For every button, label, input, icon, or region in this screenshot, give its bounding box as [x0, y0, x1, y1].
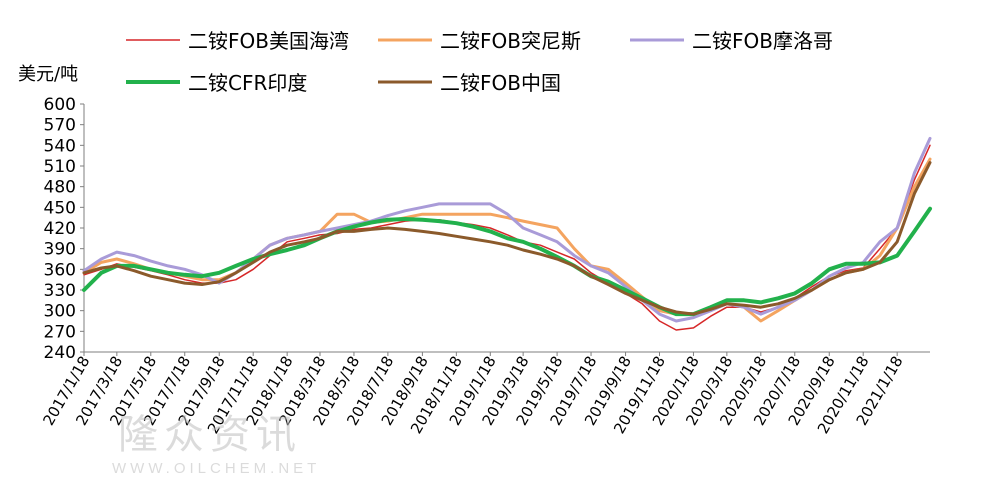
x-axis: 2017/1/182017/3/182017/5/182017/7/182017… — [39, 351, 930, 437]
legend-label-1: 二铵FOB美国海湾 — [188, 29, 349, 53]
y-tick-label: 450 — [44, 198, 76, 218]
y-tick-label: 420 — [44, 219, 76, 239]
y-tick-label: 570 — [44, 116, 76, 136]
legend-label-4: 二铵CFR印度 — [188, 71, 307, 95]
y-tick-label: 360 — [44, 260, 76, 280]
legend-label-3: 二铵FOB摩洛哥 — [692, 29, 833, 53]
y-tick-label: 540 — [44, 136, 76, 156]
y-tick-label: 330 — [44, 281, 76, 301]
y-tick-label: 300 — [44, 302, 76, 322]
legend-label-2: 二铵FOB突尼斯 — [440, 29, 581, 53]
series-line-5 — [82, 161, 932, 316]
y-tick-label: 270 — [44, 322, 76, 342]
y-tick-label: 600 — [44, 95, 76, 115]
y-tick-label: 240 — [44, 343, 76, 363]
y-tick-label: 390 — [44, 240, 76, 260]
y-tick-label: 480 — [44, 178, 76, 198]
legend-label-5: 二铵FOB中国 — [440, 71, 561, 95]
series-group — [82, 136, 932, 331]
series-line-4 — [82, 206, 932, 317]
y-tick-label: 510 — [44, 157, 76, 177]
y-axis-label: 美元/吨 — [18, 64, 78, 85]
